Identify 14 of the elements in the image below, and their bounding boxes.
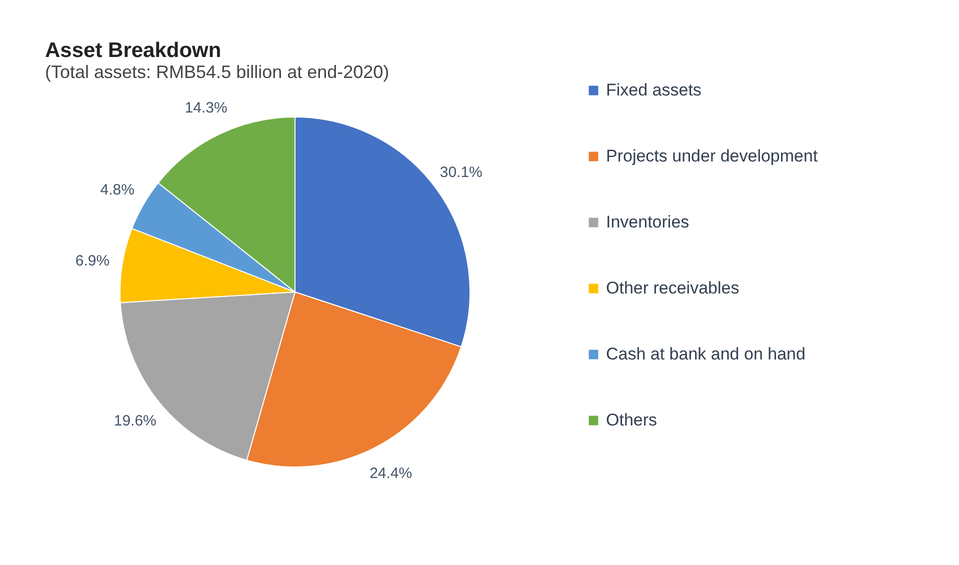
legend-label: Other receivables [606, 278, 740, 298]
data-label: 19.6% [114, 412, 156, 430]
data-label: 24.4% [370, 465, 412, 482]
chart-subtitle: (Total assets: RMB54.5 billion at end-2020) [45, 62, 390, 82]
legend-label: Inventories [606, 212, 690, 232]
data-label: 4.8% [100, 182, 134, 199]
legend-label: Others [606, 410, 658, 430]
chart-title: Asset Breakdown [45, 39, 222, 62]
legend-label: Cash at bank and on hand [606, 344, 806, 364]
data-label: 30.1% [440, 164, 482, 181]
legend-label: Fixed assets [606, 80, 702, 100]
data-label: 14.3% [184, 99, 228, 116]
data-label: 6.9% [75, 252, 110, 270]
legend-label: Projects under development [606, 146, 818, 166]
